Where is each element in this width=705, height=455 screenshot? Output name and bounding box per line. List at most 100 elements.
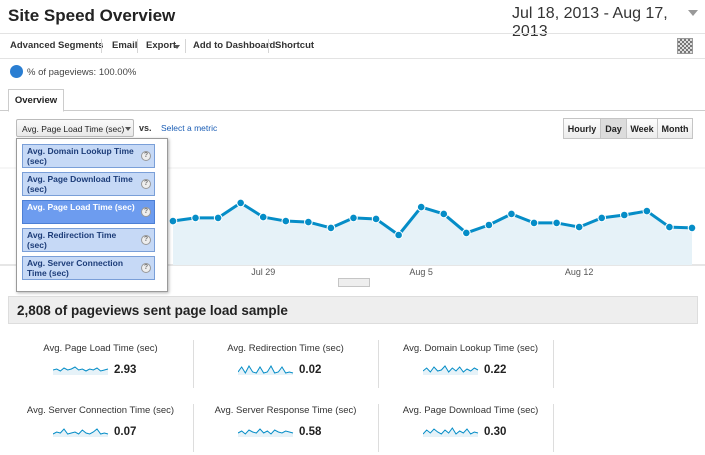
sparkline-area xyxy=(53,367,108,375)
tile-separator xyxy=(378,340,379,388)
metric-name: Avg. Domain Lookup Time (sec) xyxy=(403,343,538,354)
sparkline xyxy=(423,427,479,437)
separator xyxy=(137,39,138,53)
data-point xyxy=(213,213,223,223)
menu-item-label: Avg. Server Connection Time (sec) xyxy=(27,258,124,278)
metric-name: Avg. Server Connection Time (sec) xyxy=(26,405,175,416)
metric-tile[interactable]: Avg. Domain Lookup Time (sec) 0.22 xyxy=(378,337,563,393)
metric-tile[interactable]: Avg. Server Connection Time (sec) 0.07 xyxy=(8,399,193,455)
tab[interactable]: Overview xyxy=(8,89,64,112)
sparkline xyxy=(238,428,294,437)
qr-icon[interactable] xyxy=(677,38,693,54)
data-point xyxy=(665,222,674,232)
sparkline-area xyxy=(423,428,478,437)
menu-item-label: Avg. Redirection Time (sec) xyxy=(27,230,117,250)
granularity-button[interactable]: Week xyxy=(626,118,658,139)
toolbar-item[interactable]: Export xyxy=(146,40,177,51)
metric-name: Avg. Page Load Time (sec) xyxy=(43,343,158,354)
tab-line xyxy=(0,110,705,111)
date-range[interactable]: Jul 18, 2013 - Aug 17, 2013 xyxy=(512,5,668,40)
data-point xyxy=(552,218,561,228)
metric-value: 0.02 xyxy=(299,364,322,376)
metric-value: 2.93 xyxy=(114,364,137,376)
data-point xyxy=(326,223,336,233)
metric-value: 0.30 xyxy=(484,426,507,438)
sparkline xyxy=(53,428,109,437)
data-point xyxy=(304,217,313,227)
sparkline-line xyxy=(53,428,109,435)
segment-label: % of pageviews: 100.00% xyxy=(27,67,137,78)
tile-separator xyxy=(193,340,194,388)
tile-separator xyxy=(553,340,554,388)
separator xyxy=(268,39,269,53)
sparkline xyxy=(238,364,294,375)
metric-select[interactable]: Avg. Page Load Time (sec) xyxy=(16,119,134,137)
metric-tile[interactable]: Avg. Server Response Time (sec) 0.58 xyxy=(193,399,378,455)
data-point xyxy=(529,218,539,228)
menu-item-label: Avg. Domain Lookup Time (sec) xyxy=(27,146,134,166)
granularity-button[interactable]: Hourly xyxy=(563,118,601,139)
metric-name: Avg. Page Download Time (sec) xyxy=(402,405,539,416)
metric-value: 0.58 xyxy=(299,426,322,438)
help-icon[interactable]: ? xyxy=(141,263,151,273)
sparkline-area xyxy=(53,429,108,437)
metric-value: 0.22 xyxy=(484,364,507,376)
toolbar-item[interactable]: Shortcut xyxy=(275,40,315,51)
separator xyxy=(101,39,102,53)
menu-item[interactable]: Avg. Page Download Time (sec)? xyxy=(22,172,155,196)
toolbar-item[interactable]: Email xyxy=(112,40,138,51)
help-icon[interactable]: ? xyxy=(141,235,151,245)
data-point xyxy=(597,213,607,223)
help-icon[interactable]: ? xyxy=(141,179,151,189)
caret xyxy=(174,45,180,49)
x-tick-label: Aug 5 xyxy=(409,267,433,277)
data-point xyxy=(642,206,652,216)
menu-item-label: Avg. Page Load Time (sec) xyxy=(27,202,135,212)
sparkline xyxy=(53,366,109,375)
toolbar-item[interactable]: Advanced Segments xyxy=(10,40,104,51)
granularity-button[interactable]: Day xyxy=(600,118,627,139)
metric-value: 0.07 xyxy=(114,426,137,438)
sparkline xyxy=(423,365,479,375)
metric-tile[interactable]: Avg. Page Download Time (sec) 0.30 xyxy=(378,399,563,455)
sparkline-line xyxy=(238,428,294,435)
data-point xyxy=(574,222,584,232)
sparkline-line xyxy=(53,366,109,372)
segment-icon xyxy=(10,65,23,78)
separator xyxy=(185,39,186,53)
toolbar-item[interactable]: Add to Dashboard xyxy=(193,40,276,51)
tile-separator xyxy=(553,404,554,452)
data-point xyxy=(281,216,291,226)
data-point xyxy=(439,209,449,219)
menu-item[interactable]: Avg. Page Load Time (sec)? xyxy=(22,200,155,224)
help-icon[interactable]: ? xyxy=(141,151,151,161)
granularity-button[interactable]: Month xyxy=(657,118,693,139)
sparkline-area xyxy=(238,429,293,437)
help-icon[interactable]: ? xyxy=(141,207,151,217)
data-point xyxy=(507,209,516,219)
chart-scrubber[interactable] xyxy=(338,278,370,287)
toolbar: Advanced Segments Email Export Add to Da… xyxy=(0,33,705,59)
data-point xyxy=(416,202,426,212)
menu-item[interactable]: Avg. Redirection Time (sec)? xyxy=(22,228,155,252)
sparkline-area xyxy=(238,366,293,375)
menu-item[interactable]: Avg. Domain Lookup Time (sec)? xyxy=(22,144,155,168)
page-title: Site Speed Overview xyxy=(8,6,176,25)
sparkline-line xyxy=(423,365,479,373)
data-point xyxy=(191,213,200,223)
data-point xyxy=(258,212,268,222)
sparkline-line xyxy=(423,427,479,435)
metric-name: Avg. Server Response Time (sec) xyxy=(214,405,357,416)
data-point xyxy=(462,228,471,238)
x-tick-label: Jul 29 xyxy=(251,267,275,277)
metric-name: Avg. Redirection Time (sec) xyxy=(227,343,344,354)
data-point xyxy=(620,210,629,220)
select-metric-link[interactable]: Select a metric xyxy=(161,123,218,133)
tile-separator xyxy=(378,404,379,452)
menu-item[interactable]: Avg. Server Connection Time (sec)? xyxy=(22,256,155,280)
metric-tile[interactable]: Avg. Page Load Time (sec) 2.93 xyxy=(8,337,193,393)
date-caret[interactable] xyxy=(688,10,698,16)
metric-tile[interactable]: Avg. Redirection Time (sec) 0.02 xyxy=(193,337,378,393)
data-point xyxy=(168,216,178,226)
